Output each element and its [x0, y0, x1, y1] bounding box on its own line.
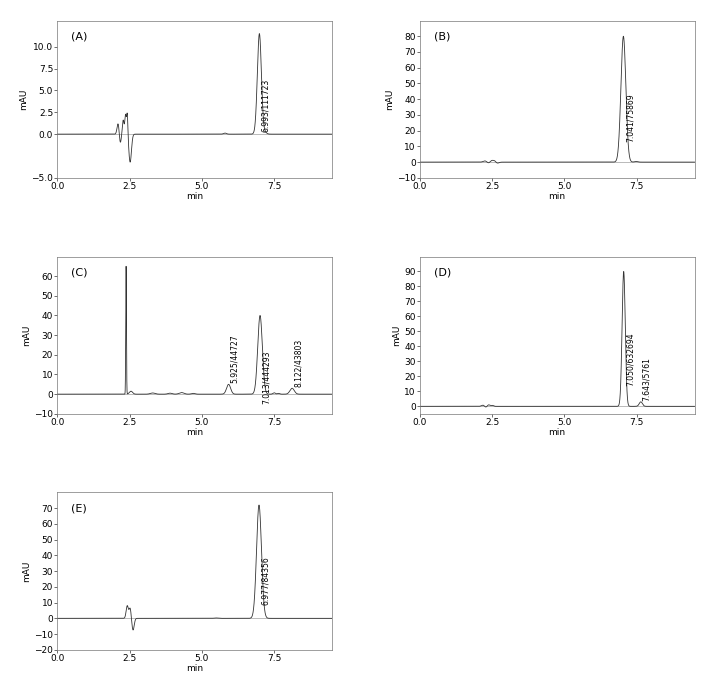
Text: 5.925/44727: 5.925/44727	[230, 334, 239, 383]
Y-axis label: mAU: mAU	[385, 88, 394, 110]
Y-axis label: mAU: mAU	[19, 88, 29, 110]
Y-axis label: mAU: mAU	[392, 324, 402, 346]
Text: 6.993/111723: 6.993/111723	[261, 79, 271, 132]
Text: (C): (C)	[71, 267, 87, 278]
Text: 7.013/444293: 7.013/444293	[262, 351, 271, 404]
Text: 7.041/75869: 7.041/75869	[625, 93, 634, 142]
X-axis label: min: min	[186, 664, 203, 673]
Y-axis label: mAU: mAU	[22, 560, 32, 582]
X-axis label: min: min	[548, 192, 566, 201]
Text: 6.977/84356: 6.977/84356	[261, 556, 270, 605]
Text: (A): (A)	[71, 31, 87, 42]
Text: (E): (E)	[71, 503, 87, 514]
X-axis label: min: min	[186, 428, 203, 437]
Text: 7.050/632694: 7.050/632694	[626, 332, 634, 386]
X-axis label: min: min	[186, 192, 203, 201]
Text: 8.122/43803: 8.122/43803	[294, 339, 303, 387]
X-axis label: min: min	[548, 428, 566, 437]
Text: 7.643/5761: 7.643/5761	[642, 357, 652, 401]
Text: (B): (B)	[434, 31, 450, 42]
Y-axis label: mAU: mAU	[22, 324, 32, 346]
Text: (D): (D)	[434, 267, 451, 278]
